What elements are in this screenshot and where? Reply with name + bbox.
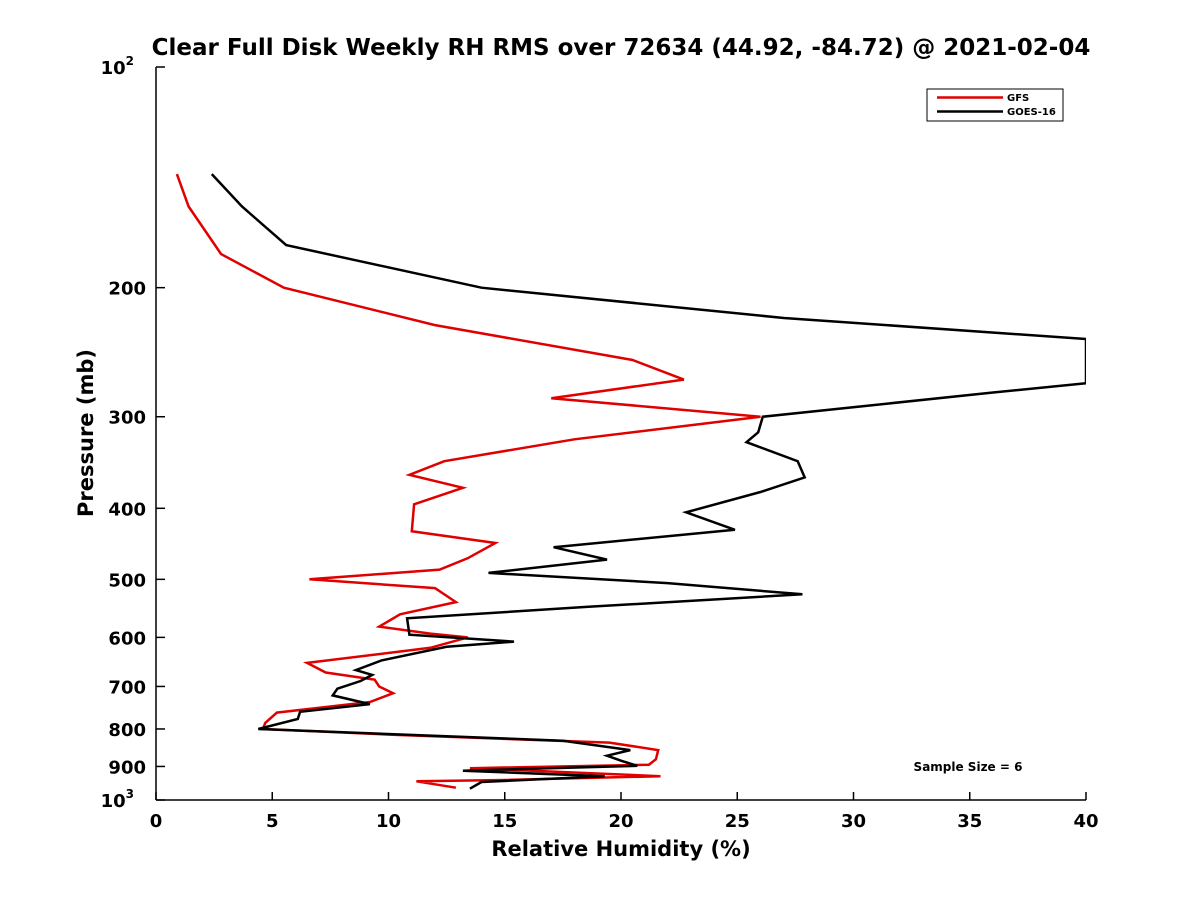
y-tick-label: 102: [101, 54, 134, 79]
chart-title: Clear Full Disk Weekly RH RMS over 72634…: [152, 35, 1091, 61]
y-tick-label: 300: [108, 408, 146, 429]
plot-series-group: [175, 173, 1086, 790]
x-tick-label: 10: [376, 811, 401, 832]
series-line-goes16: [210, 173, 1086, 790]
x-tick-label: 40: [1073, 811, 1098, 832]
sample-size-annotation: Sample Size = 6: [914, 760, 1023, 774]
series-line-gfs: [175, 173, 761, 789]
y-axis-label: Pressure (mb): [74, 349, 98, 517]
x-axis-label: Relative Humidity (%): [491, 837, 750, 861]
y-tick-label: 600: [108, 628, 146, 649]
y-tick-label: 500: [108, 570, 146, 591]
x-tick-label: 5: [266, 811, 279, 832]
y-tick-label: 800: [108, 720, 146, 741]
y-tick-exponent: 2: [126, 54, 134, 68]
y-ticks-group: 102 200 300 400 500 600 700 800 900 103: [101, 54, 165, 812]
legend: GFS GOES-16: [926, 88, 1064, 122]
legend-label-goes16: GOES-16: [1007, 107, 1056, 118]
x-tick-label: 0: [150, 811, 163, 832]
y-tick-label: 200: [108, 279, 146, 300]
x-tick-label: 35: [957, 811, 982, 832]
y-tick-label: 900: [108, 757, 146, 778]
x-tick-label: 20: [608, 811, 633, 832]
legend-box: [926, 88, 1064, 122]
legend-label-gfs: GFS: [1007, 93, 1029, 104]
y-tick-label: 400: [108, 499, 146, 520]
y-tick-label: 103: [101, 787, 134, 812]
x-tick-label: 15: [492, 811, 517, 832]
y-tick-exponent: 3: [126, 787, 134, 801]
y-tick-label: 700: [108, 677, 146, 698]
x-tick-label: 25: [725, 811, 750, 832]
x-ticks-group: 0 5 10 15 20 25 30 35 40: [150, 792, 1099, 832]
x-tick-label: 30: [841, 811, 866, 832]
